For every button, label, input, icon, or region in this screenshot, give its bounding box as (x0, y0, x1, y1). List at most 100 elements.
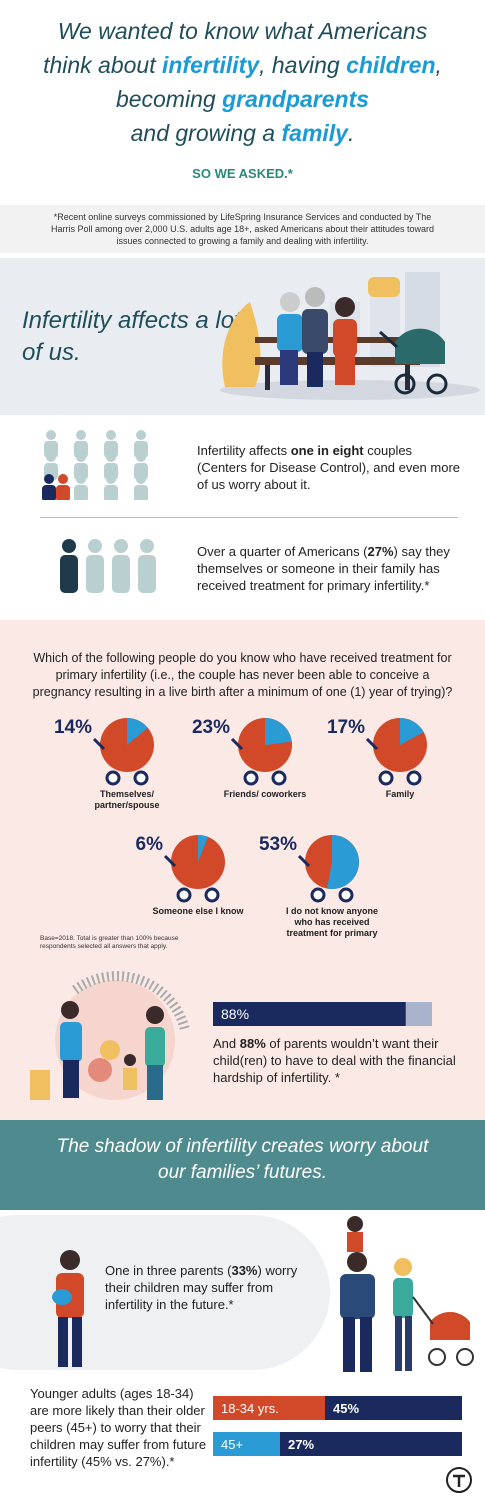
percent-label: 23% (192, 717, 230, 738)
percent-label: 17% (327, 717, 365, 738)
bar-label: 45% (333, 1401, 359, 1416)
text-segment: 27% (367, 544, 394, 559)
stroller-wheel (271, 770, 287, 786)
title-line: and growing a family. (10, 116, 475, 150)
group-box (213, 1432, 280, 1456)
stroller-share (265, 718, 292, 745)
text-segment: one in eight (290, 443, 364, 458)
person-icon-head (114, 539, 128, 553)
stroller-handle (92, 737, 106, 751)
family-illustration (30, 971, 190, 1100)
person-icon-body (60, 555, 78, 593)
title-line: We wanted to know what Americans (10, 14, 475, 48)
text-segment: couples (Centers for Disease Control), a… (197, 443, 461, 492)
stroller-handle (230, 737, 244, 751)
stat-text: Over a quarter of Americans (27%) say th… (197, 543, 462, 594)
intro-heading: Infertility affects a lot of us. (22, 307, 241, 366)
text-segment: And (213, 1036, 240, 1051)
person-icon-head (106, 430, 116, 440)
stroller-wheel (378, 770, 394, 786)
text-segment: children (346, 52, 436, 78)
group-label: 45+ (221, 1437, 243, 1452)
text-segment: of parents wouldn’t want their child(ren… (213, 1036, 456, 1085)
text-segment: . (347, 120, 355, 146)
text-segment: Over a quarter of Americans ( (197, 544, 368, 559)
person-icon-head (46, 452, 56, 462)
percent-label: 6% (136, 834, 164, 855)
stroller-wheel (133, 770, 149, 786)
bench-illustration (220, 272, 480, 400)
group-box (213, 1396, 325, 1420)
logo (446, 1467, 472, 1493)
hardship-bar: 88% (213, 1002, 432, 1026)
stroller-wheel (406, 770, 422, 786)
stroller-handle (297, 854, 311, 868)
text-segment: think about (43, 52, 162, 78)
person-icon-head (140, 539, 154, 553)
stroller-wheel (338, 887, 354, 903)
stroller-wheel (310, 887, 326, 903)
caption-box: Friends/ coworkers (223, 789, 307, 799)
stroller-caption: Themselves/ partner/spouse (94, 789, 160, 810)
stroller-caption: Friends/ coworkers (223, 789, 307, 799)
base-note: Base=2018. Total is greater than 100% be… (40, 935, 179, 950)
hardship-text: And 88% of parents wouldn’t want their c… (213, 1035, 463, 1086)
person-icon-head (88, 539, 102, 553)
text-segment: One in three parents ( (105, 1263, 232, 1278)
bar-label: 27% (288, 1437, 314, 1452)
person-icon-head (76, 430, 86, 440)
person-icon-head (76, 452, 86, 462)
person-icon-body (42, 485, 56, 500)
person-icon-body (104, 485, 118, 500)
text-segment: We wanted to know what Americans (57, 18, 428, 44)
person-icon-head (106, 452, 116, 462)
text-segment: family (281, 120, 348, 146)
stroller-wheel (176, 887, 192, 903)
person-icon-body (138, 555, 156, 593)
stroller-handle (365, 737, 379, 751)
question-text: Which of the following people do you kno… (32, 651, 453, 699)
text-segment: ) say they themselves or someone in thei… (197, 544, 450, 593)
worry-text: One in three parents (33%) worry their c… (105, 1262, 320, 1313)
age-text: Younger adults (ages 18-34) are more lik… (30, 1386, 207, 1469)
title-line: becoming grandparents (10, 82, 475, 116)
person-icon-body (134, 485, 148, 500)
percent-label: 14% (54, 717, 92, 738)
stroller-caption: Family (385, 789, 415, 799)
text-segment: becoming (115, 86, 223, 112)
banner-band (0, 1120, 485, 1210)
person-icon-head (136, 452, 146, 462)
bar-label: 88% (221, 1006, 249, 1022)
parent-illustration (52, 1250, 84, 1367)
person-icon-body (112, 555, 130, 593)
people-icons (60, 539, 156, 593)
person-icon-head (58, 474, 68, 484)
stroller-wheel (243, 770, 259, 786)
footnote-band (0, 205, 485, 253)
person-icon-body (86, 555, 104, 593)
family-illustration (340, 1216, 474, 1372)
caption-box: Someone else I know (152, 906, 244, 916)
group-label: 18-34 yrs. (221, 1401, 279, 1416)
stroller-wheel (105, 770, 121, 786)
stroller-handle (163, 854, 177, 868)
stroller-caption: Someone else I know (152, 906, 244, 916)
people-icons (42, 430, 148, 500)
age-bars: 18-34 yrs. 45% 45+ 27% (213, 1396, 462, 1456)
bar (213, 1002, 406, 1026)
person-icon-head (106, 474, 116, 484)
subtitle: SO WE ASKED.* (192, 166, 293, 181)
text-segment: 88% (239, 1036, 266, 1051)
footnote: *Recent online surveys commissioned by L… (51, 212, 434, 246)
text-segment: , having (259, 52, 347, 78)
stroller-share (127, 718, 148, 745)
text-segment: 33% (231, 1263, 258, 1278)
stroller-caption: I do not know anyone who has received tr… (286, 906, 378, 940)
person-icon-head (76, 474, 86, 484)
person-icon-head (44, 474, 54, 484)
text-segment: infertility (161, 52, 260, 78)
person-icon-head (136, 430, 146, 440)
text-segment: ) worry their children may suffer from i… (105, 1263, 298, 1312)
stroller-wheel (204, 887, 220, 903)
